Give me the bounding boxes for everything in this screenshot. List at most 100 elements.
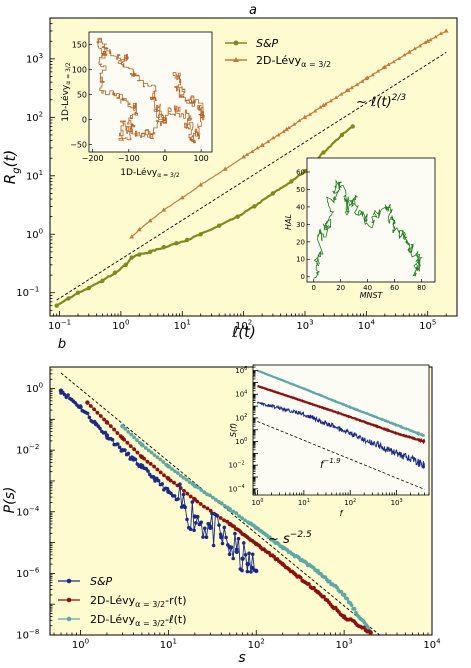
series-b-data-point-2 [120,423,125,429]
series-b-marker-2 [213,497,218,502]
series-b-marker-2 [237,514,242,518]
series-levy-marker [284,126,289,132]
series-levy-marker [179,195,185,200]
legend-marker-sp [233,40,239,46]
panel-a-x-tick-label: 104 [358,319,376,333]
panel-b-y-tick-label: 10−6 [16,566,40,580]
inset1-x-tick-label: −200 [82,154,104,163]
series-b-marker-1 [112,427,116,432]
series-b-data-point-0 [219,534,224,540]
series-levy-marker [444,28,449,33]
panel-b-x-tick-label: 100 [72,638,89,652]
inset2-x-tick-label: 0 [312,284,316,292]
series-b-data-point-1 [166,476,171,481]
inset3-reference-line [257,421,425,490]
series-b-marker-1 [115,431,120,435]
series-b-data-point-1 [120,435,125,441]
series-sp-marker [339,132,345,138]
series-b-marker-0 [210,511,214,516]
series-levy-marker [381,65,386,70]
inset2-y-tick-label: 0 [301,273,305,281]
series-sp-marker [137,252,142,257]
series-b-marker-0 [215,513,219,518]
series-b-data-point-2 [227,507,232,512]
series-levy-marker [412,46,417,51]
series-b-marker-0 [172,494,177,498]
inset3-y-tick-label: 10−2 [228,460,244,469]
series-b-marker-2 [365,625,370,630]
panel-b-y-tick-label: 10−4 [16,505,40,519]
inset3-series-1 [257,385,426,445]
series-levy-marker [402,52,407,57]
inset1-x-tick-label: −100 [118,154,140,163]
inset3-y-tick-label: 100 [235,437,247,446]
series-levy-marker [276,132,281,137]
series-b-marker-0 [117,445,122,450]
inset1-y-tick-label: 50 [77,90,87,99]
panel-b-y-ticks: 10−8 10−6 10−4 10−2 100 [16,366,55,642]
series-b-marker-1 [108,424,113,428]
series-b-marker-2 [187,480,192,484]
series-b-marker-2 [135,438,139,442]
inset3-series-0 [257,369,426,438]
panel-b-x-tick-label: 104 [423,638,441,652]
series-b-marker-0 [156,478,161,483]
series-b-marker-0 [242,541,246,545]
series-b-data-point-1 [368,630,373,635]
panel-b-series [58,372,380,635]
panel-a-x-tick-label: 102 [235,319,252,333]
series-b-marker-0 [87,415,92,420]
panel-b-x-tick-label: 101 [160,638,177,652]
series-b-data-point-0 [254,568,259,574]
series-b-marker-0 [160,482,164,486]
series-b-marker-2 [178,473,183,478]
series-b-marker-2 [132,435,137,440]
series-levy-marker [328,98,333,103]
inset2-frame [306,157,436,283]
series-levy-marker [365,75,370,80]
series-b-marker-1 [95,410,100,415]
inset2-walk-trace [313,179,423,279]
series-levy-marker [222,166,228,171]
series-b-marker-0 [203,526,207,531]
series-b-marker-2 [196,485,201,490]
series-b-marker-1 [88,404,93,408]
inset1-x-label: 1D-Lévyα = 3/2 [120,167,180,179]
series-b-marker-2 [345,596,350,601]
inset2-x-label: MNST [360,291,384,300]
series-b-data-point-1 [139,454,145,460]
legend-label-b-lt: 2D-Lévyα = 3/2-ℓ(t) [90,613,187,628]
series-b-marker-0 [240,568,244,573]
legend-label-levy: 2D-Lévyα = 3/2 [256,54,331,69]
inset2-x-tick-label: 80 [417,284,426,292]
inset3-y-tick-label: 104 [235,390,247,399]
legend-label-b-sp: S&P [90,575,113,588]
panel-a-y-tick-label: 10−1 [16,286,39,300]
inset3-series-2 [257,401,425,470]
panel-b-x-tick-label: 102 [248,638,265,652]
series-b-marker-2 [327,579,332,584]
series-b-marker-0 [231,556,235,561]
series-sp-marker [66,296,71,301]
panel-b-y-tick-label: 100 [26,382,43,396]
series-b-data-point-0 [240,556,245,561]
panel-a-x-tick-label: 101 [174,319,191,333]
inset2-y-tick-label: 10 [296,256,305,264]
series-b-data-point-1 [254,541,259,547]
series-b-marker-0 [85,411,90,416]
series-levy-marker [321,102,326,107]
series-b-marker-1 [128,444,133,448]
series-b-data-point-0 [93,421,99,427]
series-b-marker-1 [205,506,210,511]
panel-a-x-tick-label: 103 [296,319,313,333]
inset3-y-tick-label: 10−4 [228,484,244,493]
series-b-data-point-0 [78,404,83,410]
series-b-data-point-2 [341,592,347,598]
inset3-x-tick-label: 100 [251,498,263,507]
series-levy-marker [313,108,318,113]
series-b-marker-0 [224,535,228,540]
series-b-marker-0 [192,528,196,533]
series-levy-marker [241,154,247,159]
series-b-marker-2 [208,493,212,498]
inset1-y-tick-label: −50 [70,140,87,149]
